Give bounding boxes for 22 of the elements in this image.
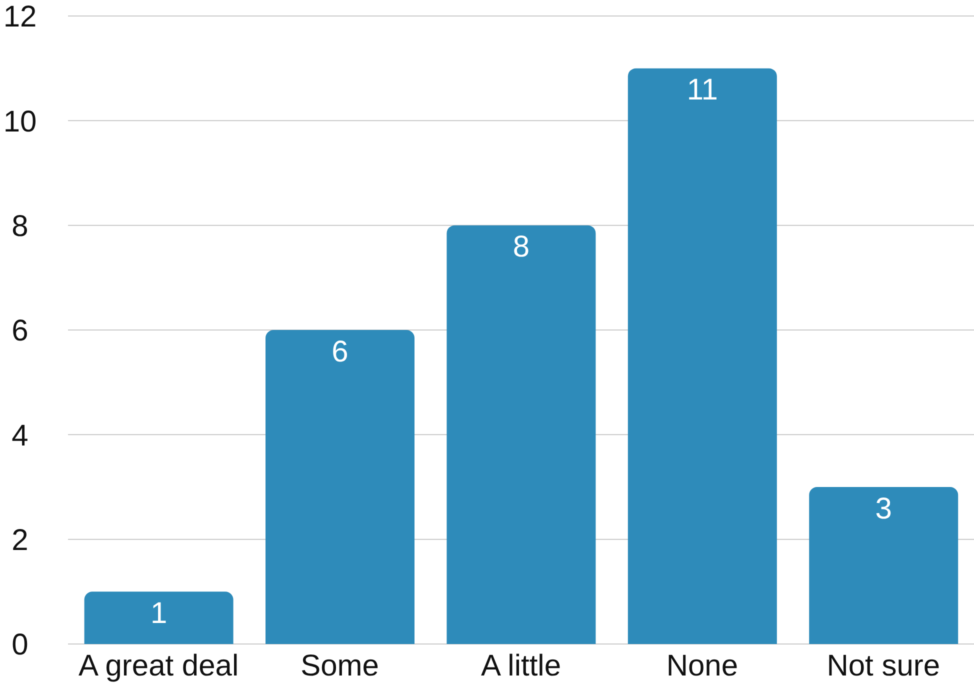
bar (266, 330, 415, 644)
x-tick-label: A great deal (78, 649, 239, 682)
x-tick-label: A little (480, 649, 562, 682)
data-label: 11 (686, 74, 718, 107)
data-label: 1 (150, 596, 168, 630)
y-tick-label: 6 (12, 314, 28, 348)
y-tick-label: 2 (12, 524, 28, 557)
bar (628, 68, 777, 644)
x-tick-label: None (666, 649, 738, 682)
y-tick-label: 10 (3, 105, 37, 138)
y-tick-label: 4 (12, 419, 28, 452)
data-label: 8 (512, 230, 530, 264)
data-label: 6 (332, 335, 348, 368)
data-label: 3 (875, 492, 892, 526)
x-tick-label: Not sure (826, 649, 940, 682)
y-tick-label: 8 (12, 210, 28, 243)
x-tick-label: Some (300, 649, 379, 682)
y-tick-label: 12 (3, 0, 37, 34)
bar (446, 225, 596, 644)
y-tick-label: 0 (12, 628, 28, 662)
bar (84, 592, 234, 644)
bar (809, 487, 958, 644)
